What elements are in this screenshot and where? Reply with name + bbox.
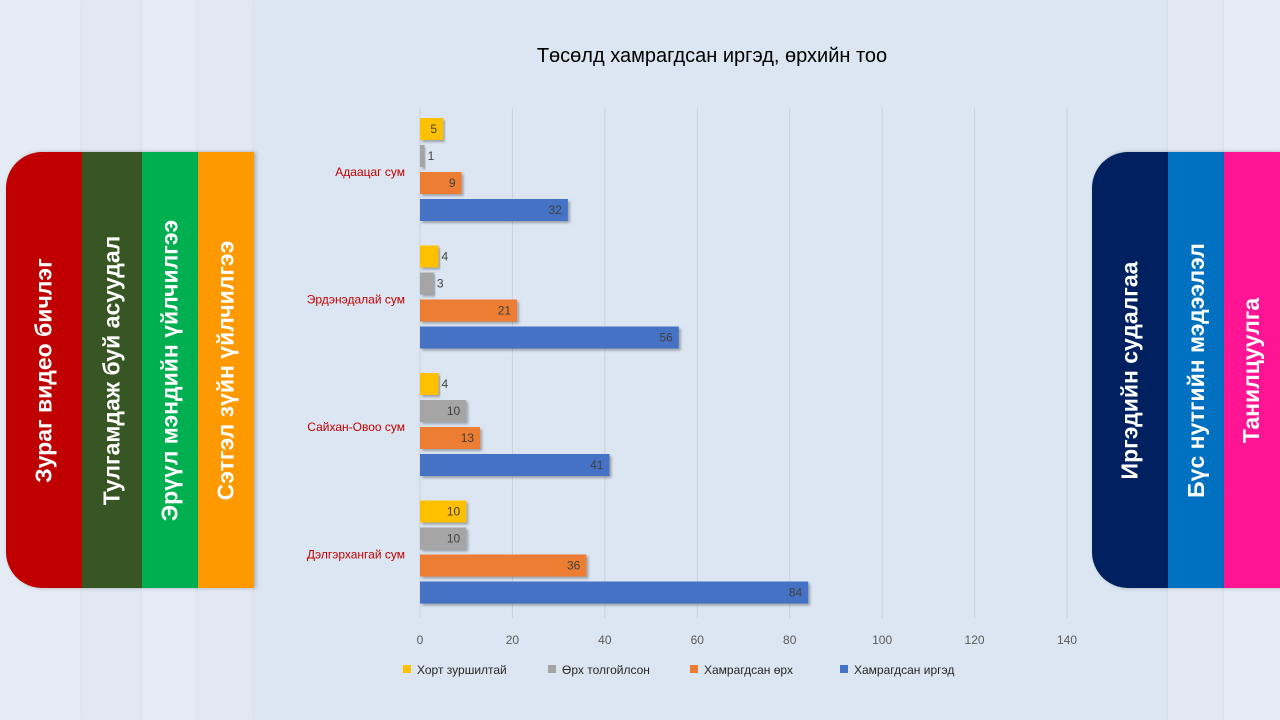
- data-label: 13: [461, 431, 475, 445]
- bar: [420, 581, 809, 604]
- bar: [420, 245, 439, 268]
- data-label: 21: [498, 304, 512, 318]
- x-tick-label: 40: [598, 633, 612, 647]
- legend-label: Хорт зуршилтай: [417, 663, 507, 677]
- legend-label: Өрх толгойлсон: [562, 663, 650, 677]
- legend-label: Хамрагдсан иргэд: [854, 663, 954, 677]
- data-label: 36: [567, 559, 581, 573]
- legend-swatch: [403, 665, 411, 673]
- bar: [420, 118, 444, 140]
- category-label: Дэлгэрхангай сум: [307, 548, 405, 562]
- bar: [420, 500, 467, 523]
- data-label: 4: [441, 377, 448, 391]
- category-label: Сайхан-Овоо сум: [307, 420, 405, 434]
- legend-swatch: [840, 665, 848, 673]
- bar: [420, 272, 434, 295]
- data-label: 32: [549, 203, 563, 217]
- tab-psychology-services[interactable]: Сэтгэл зүйн үйлчилгээ: [198, 152, 254, 588]
- data-label: 10: [447, 532, 461, 546]
- data-label: 10: [447, 505, 461, 519]
- data-label: 3: [437, 277, 444, 291]
- legend-label: Хамрагдсан өрх: [704, 663, 793, 677]
- x-tick-label: 60: [691, 633, 705, 647]
- tab-citizen-survey[interactable]: Иргэдийн судалгаа: [1092, 152, 1168, 588]
- x-tick-label: 120: [965, 633, 985, 647]
- bar: [420, 172, 462, 194]
- legend-swatch: [548, 665, 556, 673]
- tab-regional-info[interactable]: Бүс нутгийн мэдээлэл: [1168, 152, 1224, 588]
- data-label: 84: [789, 586, 803, 600]
- bar: [420, 373, 439, 395]
- tab-introduction[interactable]: Танилцуулга: [1224, 152, 1280, 588]
- chart-title: Төсөлд хамрагдсан иргэд, өрхийн тоо: [537, 45, 887, 67]
- data-label: 5: [430, 122, 437, 136]
- data-label: 56: [659, 331, 673, 345]
- tab-photo-video[interactable]: Зураг видео бичлэг: [6, 152, 82, 588]
- x-tick-label: 140: [1057, 633, 1077, 647]
- legend-swatch: [690, 665, 698, 673]
- bar: [420, 400, 467, 422]
- data-label: 4: [441, 250, 448, 264]
- tab-health-services[interactable]: Эрүүл мэндийн үйлчилгээ: [142, 152, 198, 588]
- x-tick-label: 0: [417, 633, 424, 647]
- bar: [420, 299, 518, 322]
- data-label: 10: [447, 404, 461, 418]
- data-label: 9: [449, 176, 456, 190]
- category-label: Адаацаг сум: [335, 165, 405, 179]
- x-tick-label: 100: [872, 633, 892, 647]
- bar: [420, 554, 587, 577]
- bar: [420, 527, 467, 550]
- chart-legend: Хорт зуршилтай Өрх толгойлсон Хамрагдсан ө…: [403, 663, 954, 677]
- bar: [420, 427, 481, 449]
- category-label: Эрдэнэдалай сум: [307, 293, 405, 307]
- x-tick-label: 20: [506, 633, 520, 647]
- data-label: 41: [590, 458, 604, 472]
- x-tick-label: 80: [783, 633, 797, 647]
- data-label: 1: [428, 149, 435, 163]
- bar: [420, 454, 610, 476]
- bar: [420, 326, 679, 349]
- chart-grid: [419, 108, 1068, 618]
- bar: [420, 145, 425, 167]
- chart-bars: [420, 118, 809, 604]
- tab-current-issues[interactable]: Тулгамдаж буй асуудал: [82, 152, 142, 588]
- bar: [420, 199, 568, 221]
- chart-labels: 0 20 40 60 80 100 120 140 Адаацаг сум 5 19 32 Эрдэнэ…: [307, 122, 1078, 647]
